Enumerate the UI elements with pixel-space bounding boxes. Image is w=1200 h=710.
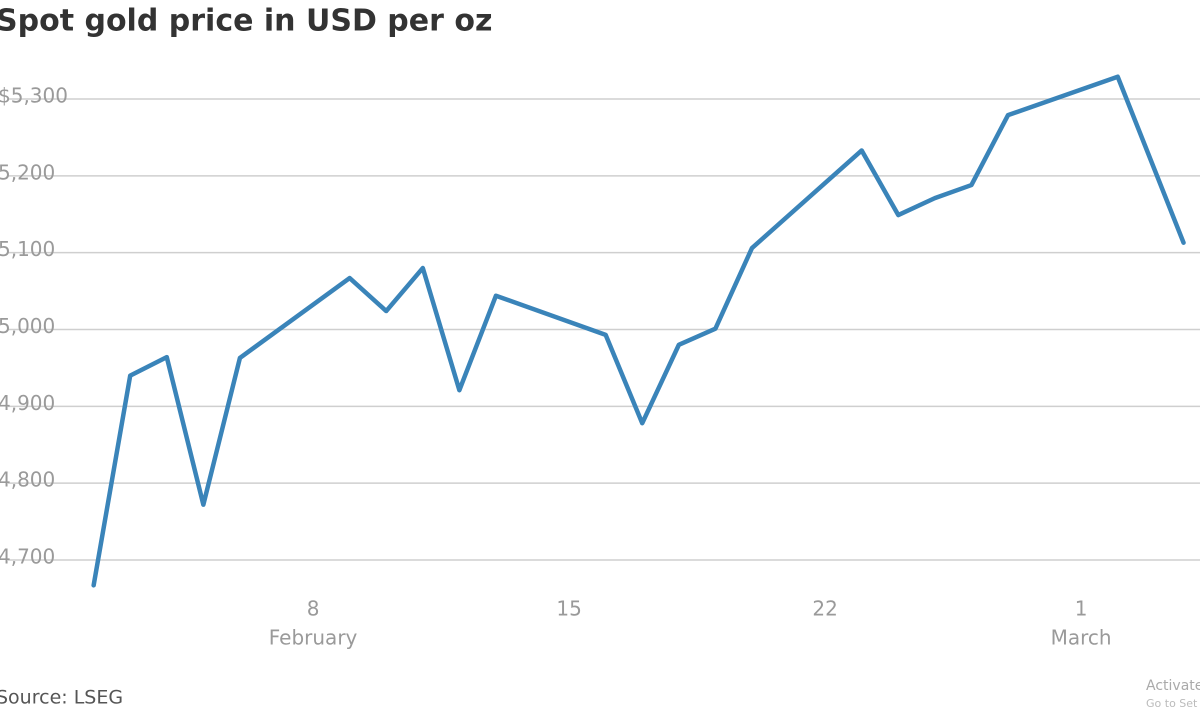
source: Source: LSEG [0, 687, 123, 709]
x-tick-label: 22 [812, 597, 837, 621]
x-tick-label: 15 [556, 597, 581, 621]
y-tick-label: $5,300 [0, 84, 68, 108]
y-tick-label: 5,200 [0, 160, 55, 184]
chart-title: Spot gold price in USD per oz [0, 4, 492, 39]
line [91, 74, 1186, 588]
x-month-label: March [1051, 626, 1112, 650]
x-tick-label: 1 [1075, 597, 1088, 621]
y-tick-label: 4,900 [0, 391, 55, 415]
watermark: Activate [1146, 678, 1200, 694]
y-tick-label: 4,700 [0, 544, 55, 568]
y-tick-label: 4,800 [0, 468, 55, 492]
watermark: Go to Set [1146, 697, 1198, 710]
y-tick-label: 5,000 [0, 314, 55, 338]
x-month-label: February [269, 626, 358, 650]
y-tick-label: 5,100 [0, 237, 55, 261]
x-tick-label: 8 [307, 597, 320, 621]
